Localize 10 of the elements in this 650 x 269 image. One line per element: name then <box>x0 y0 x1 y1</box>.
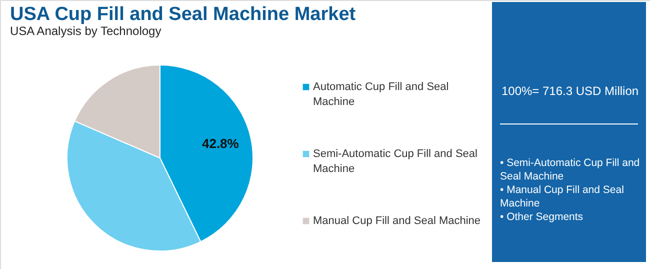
legend-label: Manual Cup Fill and Seal Machine <box>313 215 481 227</box>
legend-label: Semi-Automatic Cup Fill and Seal Machine <box>313 148 478 175</box>
chart-subtitle: USA Analysis by Technology <box>10 24 162 38</box>
chart-title: USA Cup Fill and Seal Machine Market <box>10 4 356 25</box>
legend-label: Automatic Cup Fill and Seal Machine <box>313 81 449 108</box>
text: • Other Segments <box>500 211 584 223</box>
text: • Manual Cup Fill and Seal Machine <box>500 184 624 210</box>
text: • Semi-Automatic Cup Fill and Seal Machine <box>500 157 640 182</box>
data-label: 42.8% <box>202 136 240 152</box>
text: 100%= 716.3 USD Million <box>501 84 639 98</box>
